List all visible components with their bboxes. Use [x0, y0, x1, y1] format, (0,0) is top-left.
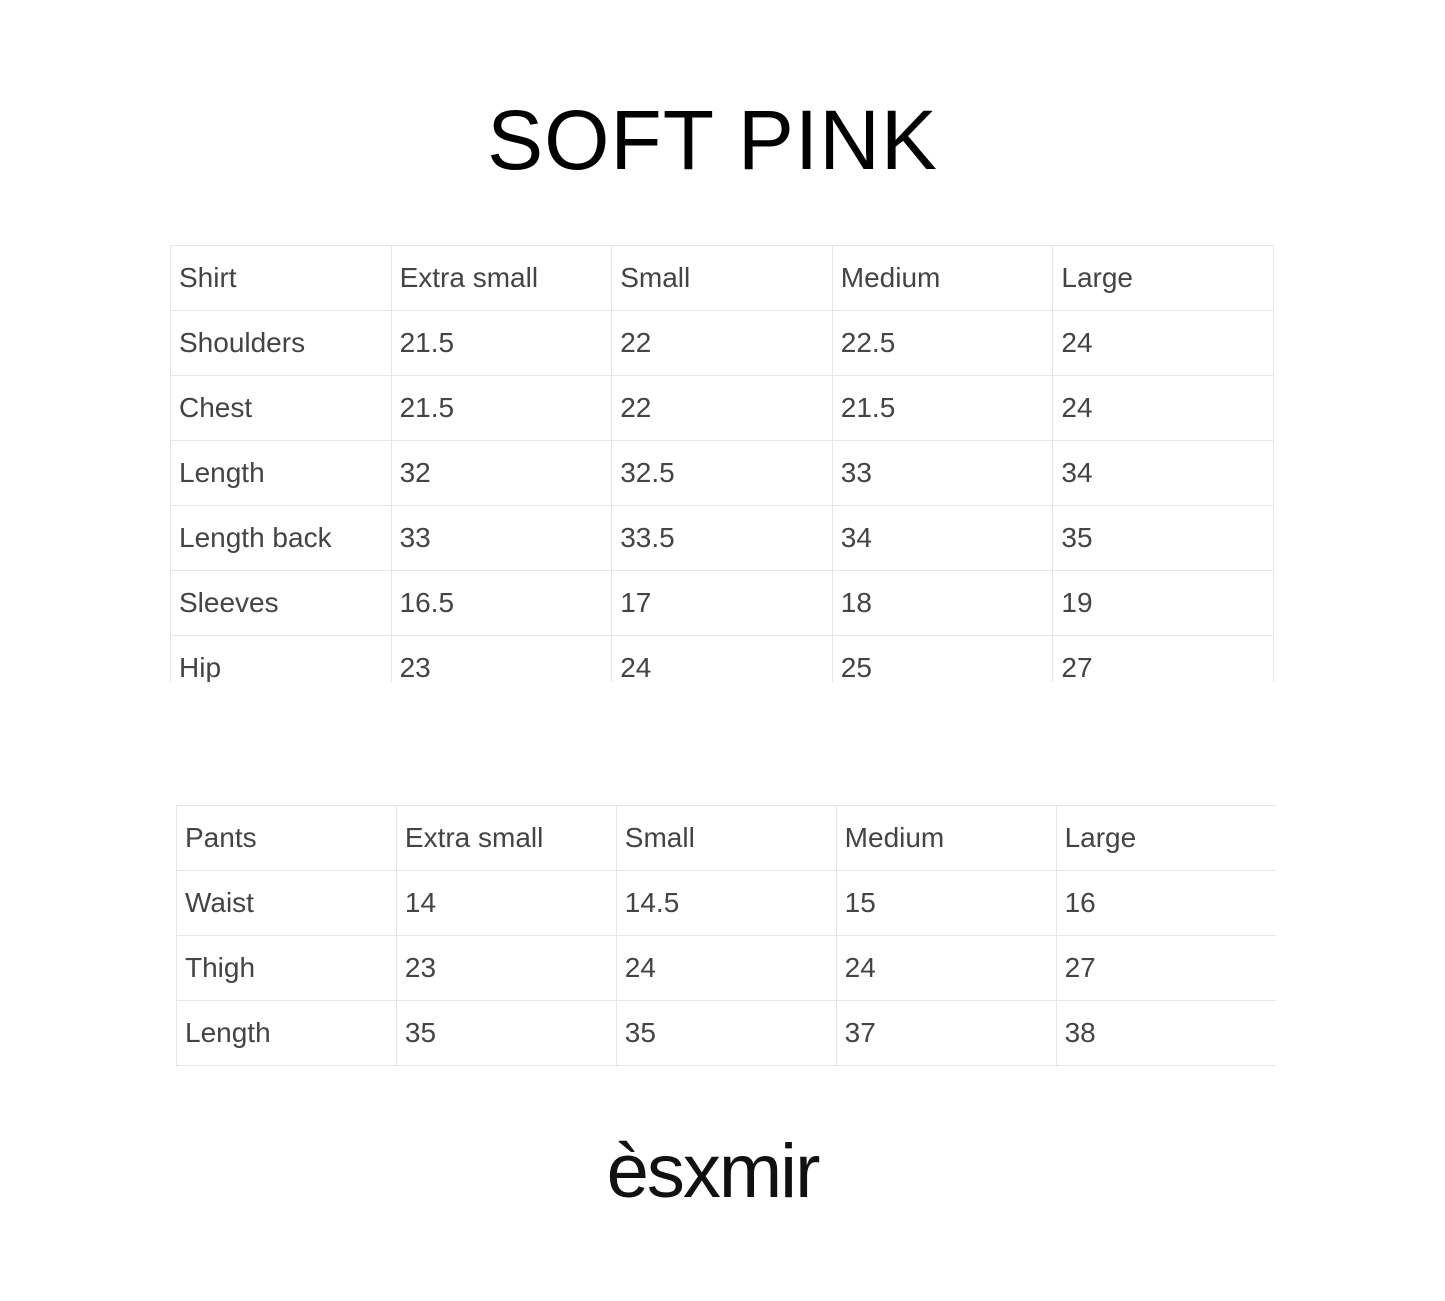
size-value: 22: [611, 375, 833, 441]
size-value: 34: [1052, 440, 1274, 506]
size-value: 33: [831, 440, 1054, 506]
pants-size-table: Pants Extra small Small Medium Large Waist 14 1…: [176, 805, 1276, 1066]
table-row: Thigh 23 24 24 27: [176, 935, 1276, 1001]
header-cell: Small: [615, 805, 837, 871]
size-value: 22.5: [831, 310, 1054, 376]
measurement-label: Length back: [170, 505, 392, 571]
size-value: 22: [611, 310, 833, 376]
header-cell: Small: [611, 245, 833, 311]
size-value: 23: [390, 635, 613, 682]
measurement-label: Length: [170, 440, 392, 506]
size-value: 18: [831, 570, 1054, 636]
header-cell: Medium: [831, 245, 1054, 311]
size-value: 32.5: [611, 440, 833, 506]
measurement-label: Chest: [170, 375, 392, 441]
table-row: Chest 21.5 22 21.5 24: [170, 375, 1274, 441]
measurement-label: Sleeves: [170, 570, 392, 636]
size-value: 27: [1055, 935, 1276, 1001]
size-value: 27: [1052, 635, 1274, 682]
size-value: 38: [1055, 1000, 1276, 1066]
header-cell: Large: [1052, 245, 1274, 311]
size-value: 24: [615, 935, 837, 1001]
size-value: 35: [615, 1000, 837, 1066]
table-row: Waist 14 14.5 15 16: [176, 870, 1276, 936]
header-cell: Pants: [176, 805, 397, 871]
header-cell: Extra small: [390, 245, 613, 311]
table-header-row: Pants Extra small Small Medium Large: [176, 805, 1276, 871]
measurement-label: Shoulders: [170, 310, 392, 376]
size-value: 35: [395, 1000, 617, 1066]
size-value: 23: [395, 935, 617, 1001]
size-value: 19: [1052, 570, 1274, 636]
shirt-table-container: Shirt Extra small Small Medium Large Shoulder…: [170, 245, 1274, 682]
size-value: 25: [831, 635, 1054, 682]
size-value: 21.5: [831, 375, 1054, 441]
page-title: SOFT PINK: [487, 93, 938, 187]
header-cell: Large: [1055, 805, 1276, 871]
size-value: 37: [835, 1000, 1057, 1066]
size-value: 34: [831, 505, 1054, 571]
table-row: Length back 33 33.5 34 35: [170, 505, 1274, 571]
table-header-row: Shirt Extra small Small Medium Large: [170, 245, 1274, 311]
size-value: 15: [835, 870, 1057, 936]
size-value: 33: [390, 505, 613, 571]
size-value: 24: [1052, 375, 1274, 441]
measurement-label: Thigh: [176, 935, 397, 1001]
size-value: 21.5: [390, 375, 613, 441]
measurement-label: Waist: [176, 870, 397, 936]
size-value: 16: [1055, 870, 1276, 936]
table-row: Length 32 32.5 33 34: [170, 440, 1274, 506]
shirt-size-table: Shirt Extra small Small Medium Large Shoulder…: [170, 245, 1274, 682]
size-value: 14: [395, 870, 617, 936]
size-value: 32: [390, 440, 613, 506]
header-cell: Shirt: [170, 245, 392, 311]
size-value: 24: [835, 935, 1057, 1001]
brand-logo: èsxmir: [606, 1129, 821, 1214]
table-row: Shoulders 21.5 22 22.5 24: [170, 310, 1274, 376]
table-row: Length 35 35 37 38: [176, 1000, 1276, 1066]
size-value: 35: [1052, 505, 1274, 571]
table-row: Hip 23 24 25 27: [170, 635, 1274, 682]
measurement-label: Length: [176, 1000, 397, 1066]
size-value: 21.5: [390, 310, 613, 376]
measurement-label: Hip: [170, 635, 392, 682]
header-cell: Medium: [835, 805, 1057, 871]
size-value: 16.5: [390, 570, 613, 636]
size-value: 24: [1052, 310, 1274, 376]
table-row: Sleeves 16.5 17 18 19: [170, 570, 1274, 636]
header-cell: Extra small: [395, 805, 617, 871]
size-value: 33.5: [611, 505, 833, 571]
size-value: 17: [611, 570, 833, 636]
size-value: 14.5: [615, 870, 837, 936]
size-value: 24: [611, 635, 833, 682]
